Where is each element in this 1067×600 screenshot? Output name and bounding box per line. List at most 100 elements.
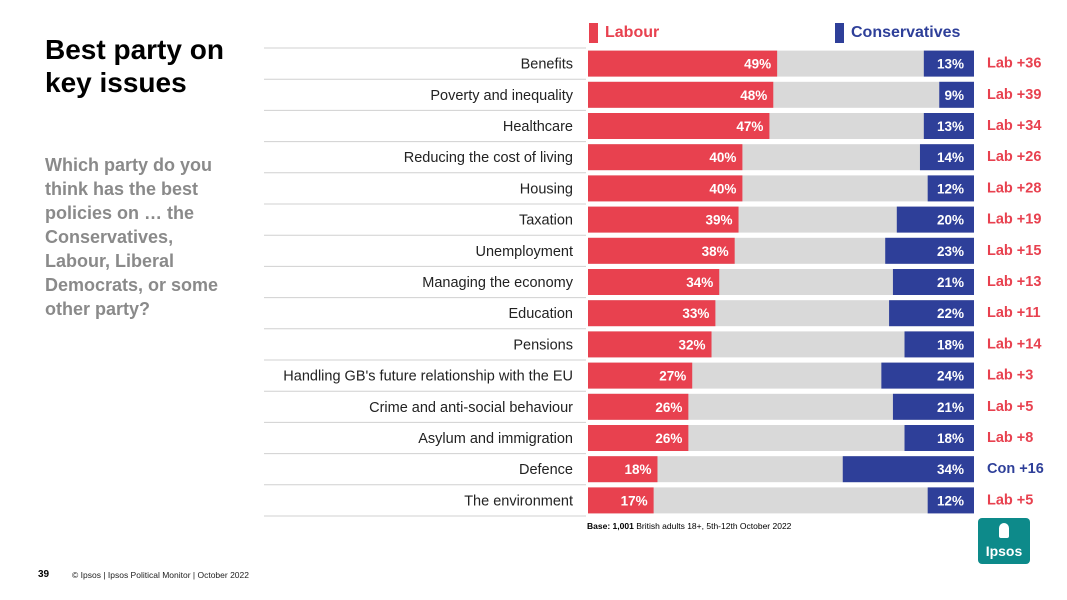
lead-label: Lab +14: [987, 336, 1041, 352]
survey-question: Which party do you think has the best po…: [45, 155, 219, 319]
data-label-labour: 38%: [702, 244, 729, 259]
base-label: Base:: [587, 521, 611, 531]
data-label-conservatives: 12%: [937, 493, 964, 508]
bar-labour: [588, 237, 735, 264]
bar-labour: [588, 393, 689, 420]
bar-labour: [588, 113, 770, 139]
data-label-conservatives: 9%: [944, 88, 964, 103]
category-label: Education: [509, 306, 574, 322]
category-label: The environment: [464, 493, 573, 509]
data-label-conservatives: 34%: [937, 462, 964, 477]
lead-label: Lab +5: [987, 492, 1033, 508]
bar-conservatives: [927, 487, 974, 514]
ipsos-logo-mark-icon: [999, 523, 1009, 538]
base-text: British adults 18+, 5th-12th October 202…: [636, 521, 792, 531]
bar-labour: [588, 331, 712, 358]
data-label-conservatives: 24%: [937, 369, 964, 384]
bar-labour: [588, 144, 743, 171]
category-label: Reducing the cost of living: [404, 150, 573, 166]
page-number: 39: [38, 569, 50, 580]
data-label-conservatives: 21%: [937, 275, 964, 290]
bar-conservatives: [885, 237, 974, 264]
bar-labour: [588, 487, 654, 514]
lead-label: Lab +5: [987, 399, 1033, 415]
bar-conservatives: [892, 393, 974, 420]
data-label-conservatives: 20%: [937, 213, 964, 228]
bar-conservatives: [904, 331, 974, 358]
bar-conservatives: [896, 206, 974, 233]
data-label-conservatives: 12%: [937, 181, 964, 196]
bar-conservatives: [842, 456, 974, 483]
legend-conservatives-label: Conservatives: [851, 24, 961, 41]
data-label-conservatives: 22%: [937, 306, 964, 321]
base-note: Base: 1,001 British adults 18+, 5th-12th…: [587, 521, 791, 531]
data-label-labour: 27%: [659, 369, 686, 384]
data-label-labour: 18%: [624, 462, 651, 477]
bar-conservatives: [923, 113, 974, 139]
bar-conservatives: [889, 300, 974, 327]
lead-label: Lab +15: [987, 243, 1041, 259]
data-label-labour: 47%: [736, 119, 763, 134]
category-label: Asylum and immigration: [418, 431, 573, 447]
base-count: 1,001: [612, 521, 634, 531]
bar-conservatives: [892, 269, 974, 295]
bar-labour: [588, 425, 689, 451]
data-label-labour: 40%: [709, 150, 736, 165]
category-label: Crime and anti-social behaviour: [369, 400, 573, 416]
bar-labour: [588, 362, 693, 389]
data-label-labour: 39%: [706, 213, 733, 228]
lead-label: Lab +36: [987, 56, 1041, 72]
data-label-conservatives: 21%: [937, 400, 964, 415]
bar-conservatives: [881, 362, 974, 389]
lead-label: Lab +11: [987, 305, 1041, 321]
lead-label: Lab +3: [987, 368, 1033, 384]
lead-label: Lab +28: [987, 180, 1041, 196]
category-label: Healthcare: [503, 119, 573, 135]
data-label-labour: 32%: [678, 337, 705, 352]
ipsos-logo: Ipsos: [978, 518, 1030, 564]
bar-labour: [588, 300, 716, 327]
bar-labour: [588, 50, 778, 77]
category-label: Pensions: [513, 337, 573, 353]
data-label-labour: 26%: [655, 400, 682, 415]
lead-label: Lab +39: [987, 87, 1041, 103]
category-label: Poverty and inequality: [430, 88, 573, 104]
bar-labour: [588, 269, 720, 295]
data-label-labour: 26%: [655, 431, 682, 446]
footer-copyright: © Ipsos | Ipsos Political Monitor | Octo…: [72, 570, 249, 580]
ipsos-logo-text: Ipsos: [985, 543, 1023, 559]
legend-labour-label: Labour: [605, 24, 660, 41]
lead-label: Lab +8: [987, 430, 1033, 446]
data-label-conservatives: 13%: [937, 57, 964, 72]
data-label-labour: 34%: [686, 275, 713, 290]
data-label-labour: 49%: [744, 57, 771, 72]
legend-labour-swatch: [589, 23, 598, 43]
data-label-conservatives: 13%: [937, 119, 964, 134]
category-label: Unemployment: [475, 244, 573, 260]
data-label-conservatives: 23%: [937, 244, 964, 259]
bar-labour: [588, 456, 658, 483]
lead-label: Lab +13: [987, 274, 1041, 290]
legend-conservatives-swatch: [835, 23, 844, 43]
lead-label: Lab +34: [987, 118, 1041, 134]
data-label-conservatives: 18%: [937, 431, 964, 446]
data-label-conservatives: 14%: [937, 150, 964, 165]
bar-conservatives: [904, 425, 974, 451]
category-label: Benefits: [521, 57, 573, 73]
category-label: Housing: [520, 181, 573, 197]
bar-labour: [588, 175, 743, 202]
category-label: Defence: [519, 462, 573, 478]
bar-conservatives: [919, 144, 974, 171]
bar-conservatives: [939, 81, 974, 108]
data-label-labour: 33%: [682, 306, 709, 321]
bar-conservatives: [923, 50, 974, 77]
data-label-labour: 40%: [709, 181, 736, 196]
data-label-labour: 48%: [740, 88, 767, 103]
category-label: Taxation: [519, 213, 573, 229]
data-label-conservatives: 18%: [937, 337, 964, 352]
lead-label: Lab +26: [987, 149, 1041, 165]
legend-conservatives: Conservatives: [835, 22, 960, 44]
bar-labour: [588, 81, 774, 108]
data-label-labour: 17%: [621, 493, 648, 508]
